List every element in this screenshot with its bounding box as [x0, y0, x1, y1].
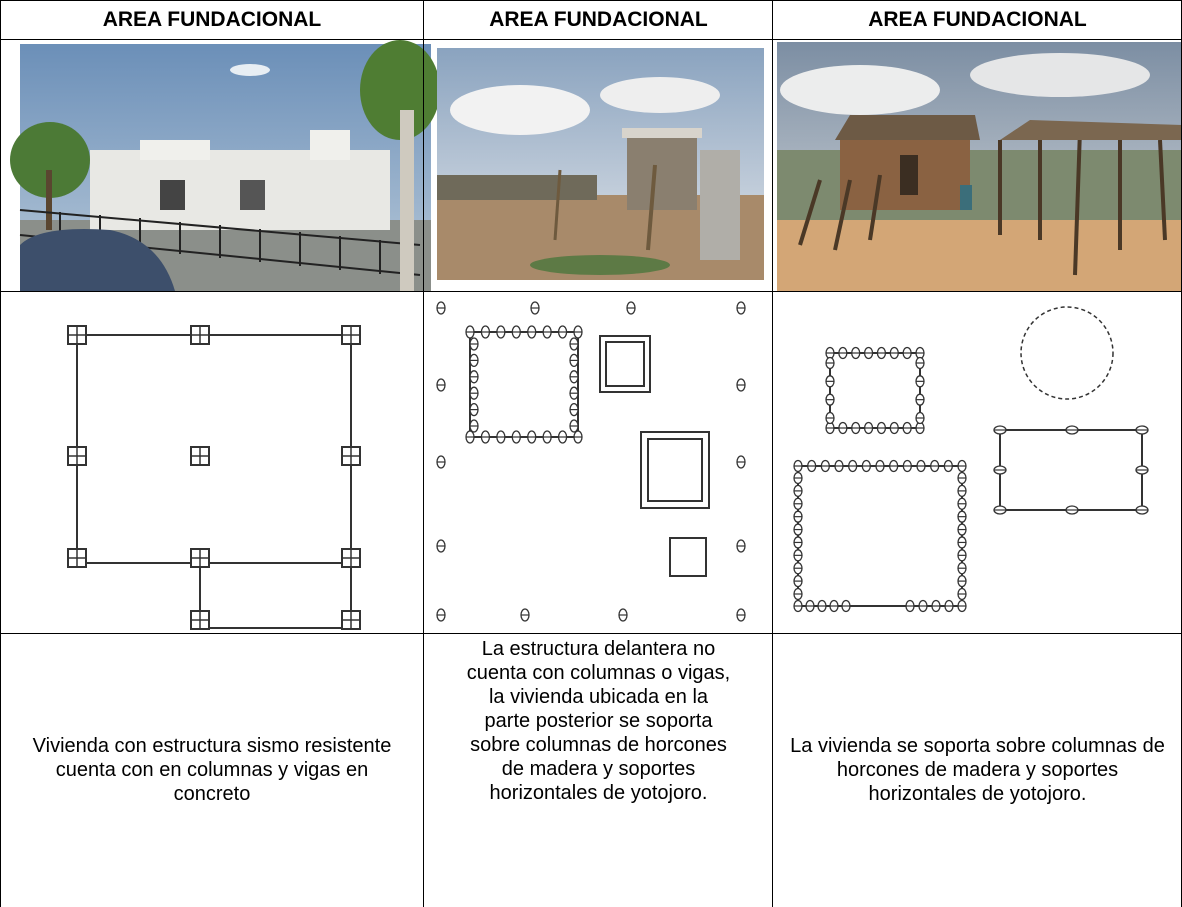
column-header: AREA FUNDACIONAL — [489, 7, 708, 31]
plan-yotojoro-posts — [793, 346, 1149, 613]
plan-yotojoro — [797, 306, 1143, 607]
photo-concrete-house — [10, 40, 440, 291]
table-border — [0, 0, 1, 907]
photo-rural-yard — [437, 48, 764, 280]
table-border — [0, 0, 1182, 1]
description: Vivienda con estructura sismo resistente… — [32, 735, 392, 805]
plan-rural-posts — [436, 301, 746, 622]
plan-rural — [469, 331, 710, 577]
photo-yotojoro-house — [777, 42, 1182, 291]
description: La vivienda se soporta sobre columnas de… — [790, 735, 1165, 805]
table-border — [0, 291, 1182, 292]
plan-concrete — [76, 334, 352, 629]
table-border — [0, 39, 1182, 40]
table-border — [772, 0, 773, 907]
column-header: AREA FUNDACIONAL — [102, 7, 322, 31]
table-border — [0, 633, 1182, 634]
plan-concrete-columns — [67, 325, 361, 630]
description: La estructura delantera no cuenta con co… — [466, 638, 731, 804]
column-header: AREA FUNDACIONAL — [868, 7, 1087, 31]
table-border — [423, 0, 424, 907]
